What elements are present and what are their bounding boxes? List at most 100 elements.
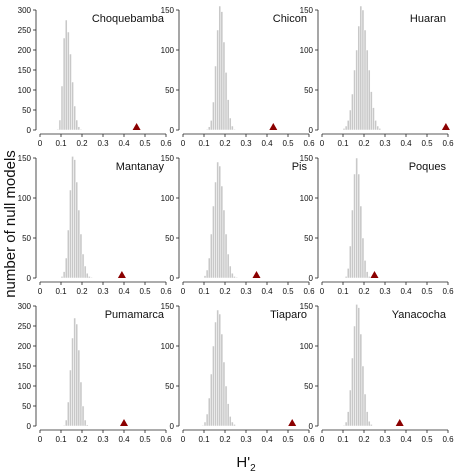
panel-pumamarca: 0 50 100 150 200 250 300 0 0.1 0.2 0.3 0.4 0.5 0.6 Pum… <box>18 302 172 444</box>
histogram-bar <box>203 421 207 427</box>
histogram-bar <box>62 271 66 279</box>
x-tick-label: 0.2 <box>219 139 231 148</box>
histogram-bar <box>216 309 219 427</box>
x-tick-label: 0.4 <box>400 287 412 296</box>
histogram-bar <box>367 69 371 131</box>
x-tick-label: 0.2 <box>76 435 88 444</box>
x-tick-label: 0.1 <box>337 287 349 296</box>
histogram-bar <box>233 424 236 427</box>
histogram-bar <box>344 125 348 131</box>
y-tick-label: 50 <box>304 234 313 243</box>
x-tick-label: 0.5 <box>421 139 433 148</box>
y-tick-label: 300 <box>18 302 32 311</box>
x-tick-label: 0.3 <box>97 435 109 444</box>
x-tick-label: 0.1 <box>337 139 349 148</box>
histogram-bar <box>359 205 363 279</box>
y-tick-label: 100 <box>300 194 314 203</box>
histogram-bar <box>214 181 217 279</box>
histogram-bar <box>365 271 369 279</box>
y-tick-label: 50 <box>165 234 174 243</box>
y-tick-label: 250 <box>18 322 32 331</box>
y-tick-label: 50 <box>165 382 174 391</box>
y-tick-label: 250 <box>18 26 32 35</box>
histogram-bar <box>361 365 365 427</box>
histogram-bar <box>220 11 224 131</box>
x-tick-label: 0.6 <box>160 435 172 444</box>
x-axis-title-subscript: 2 <box>250 463 256 474</box>
y-axis-title: number of null models <box>2 150 19 298</box>
panel-title: Tiaparo <box>270 309 307 321</box>
histogram-bar <box>56 128 60 131</box>
histogram-bar <box>69 53 72 131</box>
y-tick-label: 50 <box>304 382 313 391</box>
histogram-bar <box>222 361 226 427</box>
histogram-bar <box>361 237 365 279</box>
panels-layer: 0 50 100 150 200 250 300 0 0.1 0.2 0.3 0.4 0.5 0.6 Cho… <box>18 5 454 444</box>
x-tick-label: 0.3 <box>97 139 109 148</box>
y-tick-label: 150 <box>18 362 32 371</box>
histogram-bar <box>355 304 358 427</box>
y-tick-label: 0 <box>309 126 314 135</box>
histogram-bar <box>73 159 76 279</box>
histogram-bar <box>205 413 209 427</box>
x-tick-label: 0.1 <box>198 435 210 444</box>
x-tick-label: 0.4 <box>400 435 412 444</box>
x-tick-label: 0 <box>181 287 186 296</box>
y-tick-label: 0 <box>170 274 175 283</box>
x-tick-label: 0.4 <box>261 139 273 148</box>
histogram-bar <box>64 257 68 279</box>
histogram-bar <box>349 245 352 279</box>
x-tick-label: 0.2 <box>219 287 231 296</box>
histogram-bar <box>60 85 64 131</box>
y-tick-label: 100 <box>18 382 32 391</box>
y-tick-label: 100 <box>161 342 175 351</box>
histogram-bar <box>226 253 230 279</box>
y-tick-label: 150 <box>300 154 314 163</box>
histogram-bar <box>235 276 238 279</box>
histogram-bar <box>81 405 85 427</box>
x-tick-label: 0.3 <box>97 287 109 296</box>
observed-value-marker <box>441 123 450 130</box>
y-tick-label: 150 <box>18 66 32 75</box>
histogram-bar <box>216 161 219 279</box>
histogram-bar <box>81 253 85 279</box>
x-tick-label: 0.2 <box>358 139 370 148</box>
histogram-bar <box>342 424 346 427</box>
y-tick-label: 0 <box>309 422 314 431</box>
y-tick-label: 100 <box>161 194 175 203</box>
histogram-bar <box>363 29 367 131</box>
panel-title: Poques <box>409 161 447 173</box>
histogram-bar <box>83 265 87 279</box>
x-tick-label: 0.5 <box>139 287 151 296</box>
y-tick-label: 50 <box>304 86 313 95</box>
observed-value-marker <box>117 271 126 278</box>
x-tick-label: 0 <box>38 139 43 148</box>
panel-title: Pumamarca <box>105 309 165 321</box>
panel-title: Mantanay <box>116 161 165 173</box>
histogram-bar <box>351 209 354 279</box>
histogram-bar <box>71 156 74 279</box>
histogram-bar <box>363 393 367 427</box>
histogram-bar <box>79 128 83 131</box>
histogram-bar <box>85 424 89 427</box>
histogram-bar <box>64 419 68 427</box>
histogram-bar <box>224 233 228 279</box>
panel-pis: 0 50 100 150 0 0.1 0.2 0.3 0.4 0.5 0.6 Pis <box>161 154 315 296</box>
panel-yanacocha: 0 50 100 150 0 0.1 0.2 0.3 0.4 0.5 0.6 Yanacocha <box>300 302 454 444</box>
histogram-bar <box>207 126 211 131</box>
histogram-bar <box>363 260 367 279</box>
y-tick-label: 200 <box>18 342 32 351</box>
observed-value-marker <box>288 419 297 426</box>
histogram-bar <box>207 397 211 427</box>
histogram-bar <box>205 128 209 131</box>
histogram-bar <box>214 321 217 427</box>
histogram-bar <box>210 233 213 279</box>
x-tick-label: 0.3 <box>379 287 391 296</box>
x-tick-label: 0.5 <box>139 139 151 148</box>
histogram-bar <box>222 209 226 279</box>
histogram-bar <box>365 49 369 131</box>
x-tick-label: 0.2 <box>358 435 370 444</box>
y-tick-label: 0 <box>27 274 32 283</box>
histogram-bar <box>231 272 234 279</box>
histogram-bar <box>75 181 79 279</box>
